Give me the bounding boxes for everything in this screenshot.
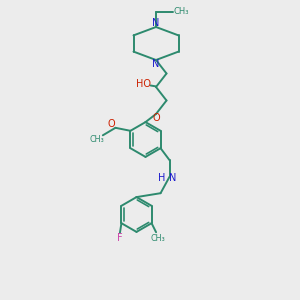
Text: N: N [152,59,160,69]
Text: F: F [117,232,123,243]
Text: HO: HO [136,79,151,89]
Text: O: O [152,112,160,123]
Text: CH₃: CH₃ [151,234,166,243]
Text: CH₃: CH₃ [174,8,189,16]
Text: H: H [158,173,166,183]
Text: N: N [169,173,177,183]
Text: O: O [107,118,115,129]
Text: CH₃: CH₃ [89,135,104,144]
Text: N: N [152,18,160,28]
